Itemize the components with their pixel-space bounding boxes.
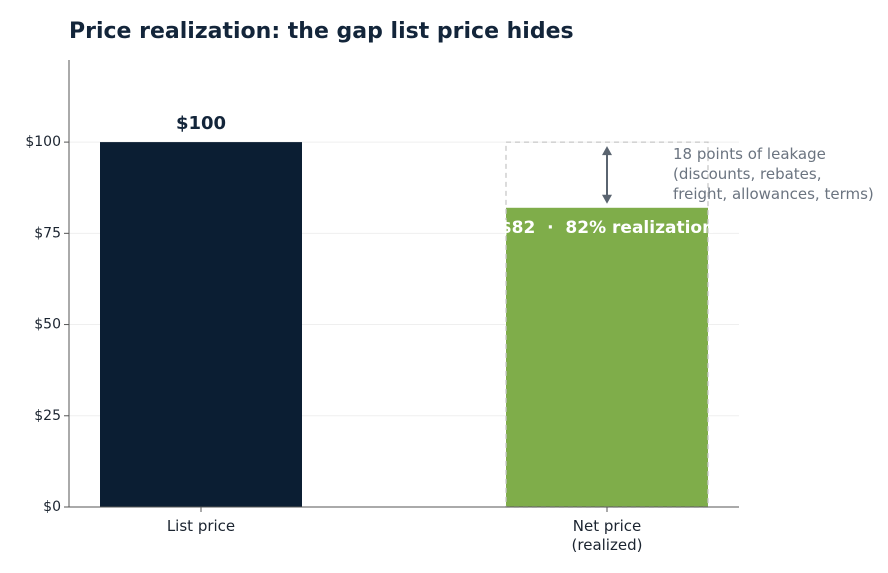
y-tick-label: $50 bbox=[34, 317, 61, 333]
y-tick-label: $75 bbox=[34, 225, 61, 241]
arrow-head bbox=[602, 146, 612, 156]
arrow-head bbox=[602, 194, 612, 204]
bar bbox=[100, 142, 302, 507]
x-tick-label: List price bbox=[166, 517, 236, 535]
annotation: 18 points of leakage (discounts, rebates… bbox=[673, 145, 874, 203]
bar bbox=[506, 207, 708, 507]
y-tick-label: $25 bbox=[34, 408, 61, 424]
y-tick-label: $100 bbox=[25, 134, 61, 150]
chart-title: Price realization: the gap list price hi… bbox=[69, 19, 574, 44]
value-label: $82 · 82% realization bbox=[500, 218, 714, 238]
value-label: $100 bbox=[176, 113, 226, 134]
x-tick-label: Net price (realized) bbox=[571, 517, 643, 554]
y-tick-label: $0 bbox=[43, 499, 61, 515]
